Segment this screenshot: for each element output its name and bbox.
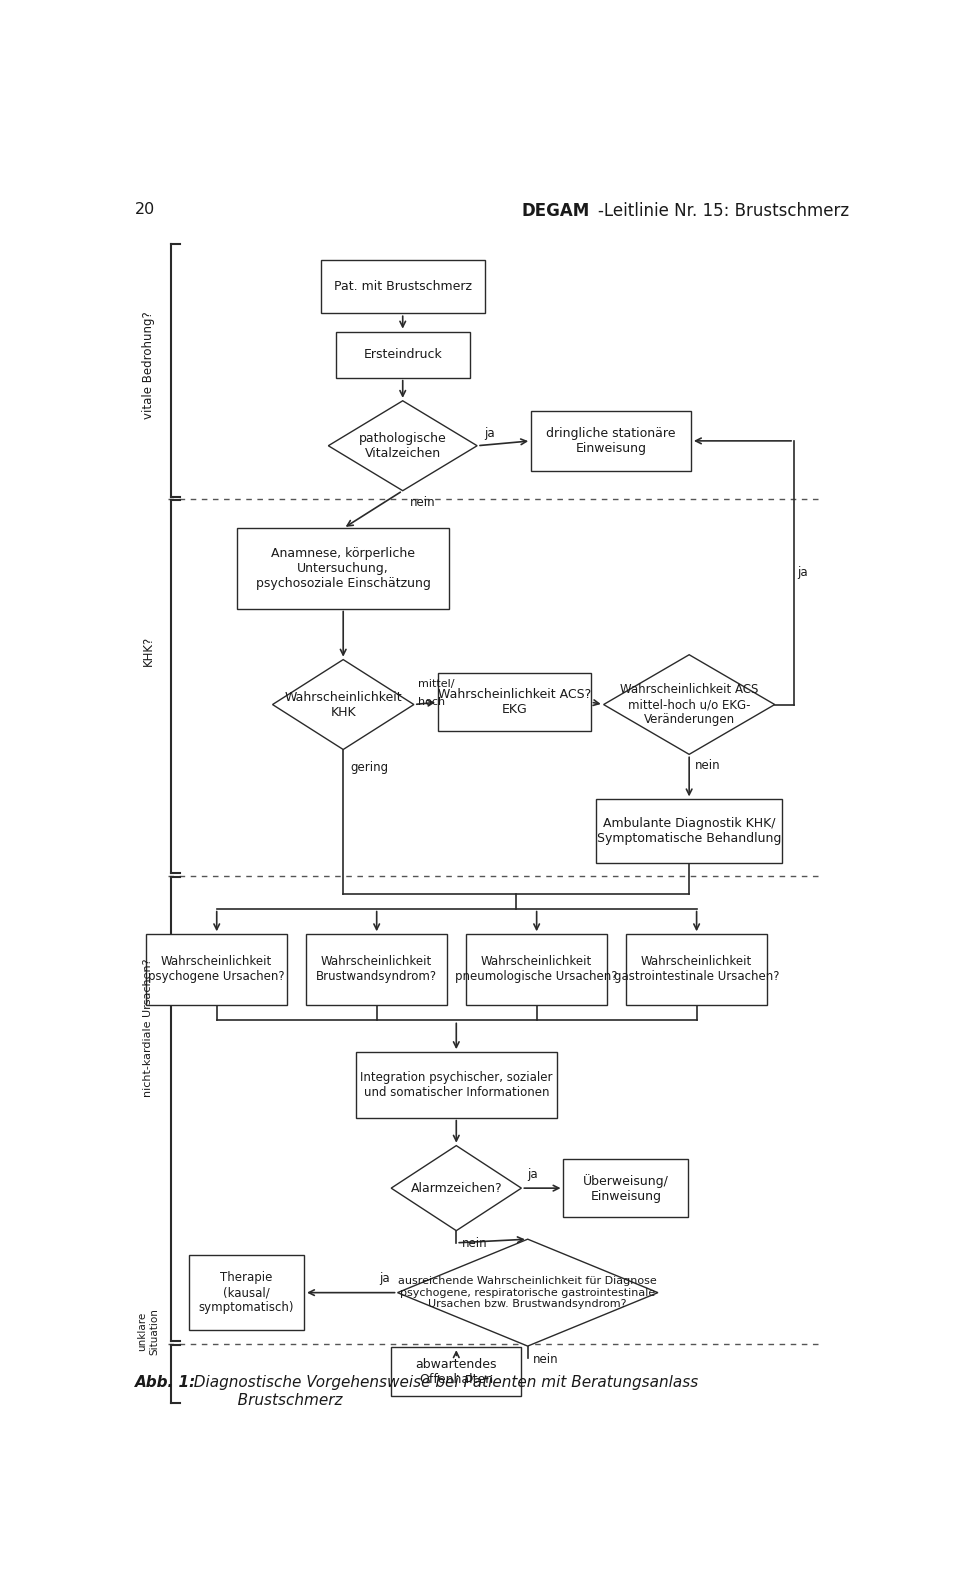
Text: DEGAM: DEGAM bbox=[522, 202, 590, 219]
Text: Anamnese, körperliche
Untersuchung,
psychosoziale Einschätzung: Anamnese, körperliche Untersuchung, psyc… bbox=[255, 548, 431, 590]
Bar bbox=[336, 331, 469, 377]
Text: 20: 20 bbox=[134, 202, 156, 216]
Text: nein: nein bbox=[462, 1237, 487, 1250]
Text: nein: nein bbox=[533, 1354, 559, 1367]
Text: nein: nein bbox=[695, 759, 721, 772]
Text: Wahrscheinlichkeit
KHK: Wahrscheinlichkeit KHK bbox=[284, 691, 402, 718]
Bar bbox=[564, 1158, 688, 1217]
Text: Integration psychischer, sozialer
und somatischer Informationen: Integration psychischer, sozialer und so… bbox=[360, 1071, 553, 1098]
Text: pathologische
Vitalzeichen: pathologische Vitalzeichen bbox=[359, 432, 446, 459]
Text: ja: ja bbox=[527, 1168, 538, 1180]
Text: Ambulante Diagnostik KHK/
Symptomatische Behandlung: Ambulante Diagnostik KHK/ Symptomatische… bbox=[597, 817, 781, 844]
Bar bbox=[306, 934, 447, 1005]
Bar bbox=[626, 934, 767, 1005]
Text: KHK?: KHK? bbox=[142, 636, 155, 666]
Bar bbox=[189, 1255, 304, 1330]
Bar bbox=[438, 672, 590, 731]
Text: vitale Bedrohung?: vitale Bedrohung? bbox=[142, 312, 155, 420]
Bar bbox=[146, 934, 287, 1005]
Text: ja: ja bbox=[485, 426, 495, 440]
Bar bbox=[466, 934, 608, 1005]
Text: Alarmzeichen?: Alarmzeichen? bbox=[411, 1182, 502, 1195]
Bar bbox=[356, 1053, 557, 1117]
Polygon shape bbox=[328, 401, 477, 491]
Text: Abb. 1:: Abb. 1: bbox=[134, 1376, 196, 1390]
Bar bbox=[237, 529, 449, 609]
Text: Wahrscheinlichkeit
psychogene Ursachen?: Wahrscheinlichkeit psychogene Ursachen? bbox=[149, 955, 285, 983]
Text: -Leitlinie Nr. 15: Brustschmerz: -Leitlinie Nr. 15: Brustschmerz bbox=[598, 202, 849, 219]
Text: hoch: hoch bbox=[419, 697, 445, 707]
Text: Wahrscheinlichkeit
Brustwandsyndrom?: Wahrscheinlichkeit Brustwandsyndrom? bbox=[316, 955, 437, 983]
Text: ja: ja bbox=[379, 1272, 390, 1286]
Text: ausreichende Wahrscheinlichkeit für Diagnose
psychogene, respiratorische gastroi: ausreichende Wahrscheinlichkeit für Diag… bbox=[398, 1277, 657, 1310]
Text: Wahrscheinlichkeit
gastrointestinale Ursachen?: Wahrscheinlichkeit gastrointestinale Urs… bbox=[613, 955, 780, 983]
Polygon shape bbox=[604, 655, 775, 754]
Text: Überweisung/
Einweisung: Überweisung/ Einweisung bbox=[583, 1174, 669, 1202]
Text: unklare
Situation: unklare Situation bbox=[137, 1308, 159, 1356]
Text: ja: ja bbox=[797, 567, 807, 579]
Bar bbox=[596, 800, 782, 863]
Text: nein: nein bbox=[410, 495, 436, 508]
Text: Ersteindruck: Ersteindruck bbox=[363, 349, 443, 361]
Text: dringliche stationäre
Einweisung: dringliche stationäre Einweisung bbox=[546, 428, 676, 454]
Text: Diagnostische Vorgehensweise bei Patienten mit Beratungsanlass
           Brusts: Diagnostische Vorgehensweise bei Patient… bbox=[184, 1376, 698, 1408]
Polygon shape bbox=[391, 1146, 521, 1231]
Polygon shape bbox=[397, 1239, 658, 1346]
Text: Wahrscheinlichkeit
pneumologische Ursachen?: Wahrscheinlichkeit pneumologische Ursach… bbox=[455, 955, 618, 983]
Bar bbox=[531, 410, 691, 472]
Text: Wahrscheinlichkeit ACS?
EKG: Wahrscheinlichkeit ACS? EKG bbox=[438, 688, 591, 716]
Text: gering: gering bbox=[350, 761, 389, 773]
Text: mittel/: mittel/ bbox=[419, 679, 455, 688]
Text: abwartendes
Offenhalten: abwartendes Offenhalten bbox=[416, 1357, 497, 1385]
Text: Therapie
(kausal/
symptomatisch): Therapie (kausal/ symptomatisch) bbox=[199, 1272, 294, 1314]
Bar bbox=[321, 260, 485, 314]
Text: Wahrscheinlichkeit ACS
mittel-hoch u/o EKG-
Veränderungen: Wahrscheinlichkeit ACS mittel-hoch u/o E… bbox=[620, 683, 758, 726]
Text: Pat. mit Brustschmerz: Pat. mit Brustschmerz bbox=[334, 279, 471, 294]
Polygon shape bbox=[273, 660, 414, 750]
Text: nicht-kardiale Ursachen?: nicht-kardiale Ursachen? bbox=[143, 958, 154, 1097]
Bar bbox=[391, 1348, 521, 1397]
